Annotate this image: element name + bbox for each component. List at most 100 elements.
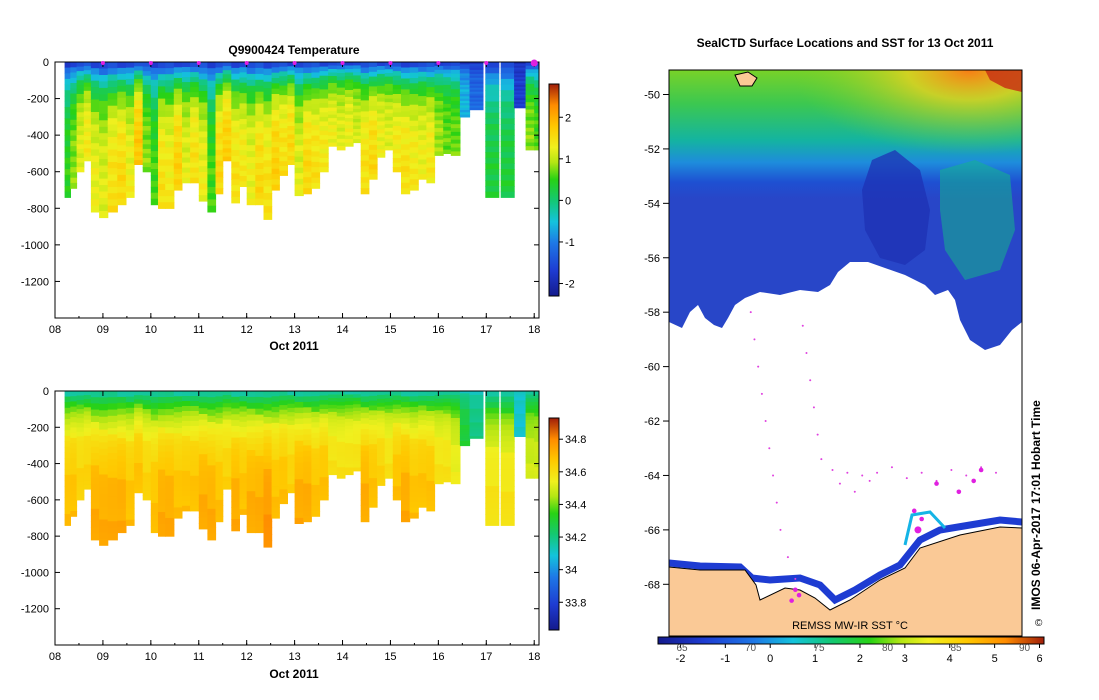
profile-cell <box>459 422 471 426</box>
profile-cell <box>90 446 100 454</box>
profile-cell <box>450 73 461 79</box>
profile-cell <box>336 412 346 417</box>
profile-cell <box>377 398 386 404</box>
profile-cell <box>459 100 471 104</box>
profile-cell <box>344 425 354 430</box>
location-point <box>956 489 962 495</box>
profile-cell <box>107 508 118 516</box>
profile-cell <box>222 131 232 137</box>
profile-cell <box>319 75 329 81</box>
profile-cell <box>392 75 402 81</box>
x-tick-label: 10 <box>145 651 157 663</box>
profile-cell <box>99 468 109 476</box>
profile-cell <box>443 138 452 143</box>
profile-cell <box>231 431 240 439</box>
profile-cell <box>142 66 152 72</box>
profile-cell <box>255 73 264 81</box>
profile-cell <box>344 404 354 409</box>
x-tick-label: 11 <box>193 324 204 336</box>
profile-cell <box>514 77 527 80</box>
profile-cell <box>401 144 411 151</box>
track-point <box>920 471 923 474</box>
profile-cell <box>99 461 109 469</box>
profile-cell <box>64 502 71 510</box>
profile-cell <box>215 450 224 457</box>
profile-cell <box>279 494 288 500</box>
profile-cell <box>125 135 135 142</box>
profile-cell <box>401 160 411 167</box>
profile-cell <box>469 89 484 93</box>
profile-cell <box>392 472 402 478</box>
sst-colorbar-tick-label: -2 <box>676 653 686 665</box>
profile-cell <box>173 449 183 456</box>
island <box>734 71 758 87</box>
profile-cell <box>294 106 304 113</box>
profile-cell <box>173 512 183 519</box>
profile-cell <box>287 467 296 472</box>
profile-cell <box>239 77 248 84</box>
profile-cell <box>469 402 484 406</box>
profile-cell <box>287 66 296 72</box>
profile-cell <box>150 432 159 439</box>
profile-cell <box>271 142 280 148</box>
profile-cell <box>76 413 85 419</box>
profile-cell <box>263 449 273 457</box>
profile-cell <box>64 458 71 465</box>
profile-cell <box>450 448 461 454</box>
profile-cell <box>239 93 248 99</box>
profile-cell <box>368 482 378 489</box>
profile-cell <box>469 81 484 85</box>
profile-cell <box>255 508 264 516</box>
profile-cell <box>311 495 321 502</box>
profile-cell <box>271 391 280 397</box>
profile-cell <box>246 391 256 398</box>
profile-cell <box>150 163 159 170</box>
profile-cell <box>311 140 321 147</box>
profile-cell <box>287 134 296 140</box>
profile-cell <box>222 484 232 490</box>
profile-cell <box>158 123 166 130</box>
profile-cell <box>246 91 256 99</box>
profile-cell <box>311 401 321 408</box>
profile-cell <box>150 396 159 404</box>
profile-cell <box>255 62 264 69</box>
profile-cell <box>99 487 109 495</box>
profile-cell <box>271 110 280 116</box>
profile-cell <box>450 65 461 71</box>
profile-cell <box>222 127 232 133</box>
profile-cell <box>198 119 208 127</box>
profile-cell <box>207 87 217 94</box>
profile-cell <box>418 144 427 151</box>
profile-cell <box>303 440 312 446</box>
profile-cell <box>198 148 208 156</box>
profile-cell <box>469 103 484 107</box>
profile-cell <box>469 99 484 103</box>
profile-cell <box>83 435 92 441</box>
profile-cell <box>401 396 411 403</box>
profile-cell <box>239 432 248 438</box>
profile-cell <box>434 475 444 481</box>
profile-cell <box>107 453 118 460</box>
profile-cell <box>134 471 144 477</box>
profile-cell <box>392 66 402 72</box>
profile-cell <box>459 425 471 428</box>
profile-cell <box>443 425 452 430</box>
profile-cell <box>64 78 71 86</box>
profile-cell <box>434 139 444 145</box>
profile-cell <box>319 66 329 72</box>
profile-cell <box>525 146 535 151</box>
profile-cell <box>70 505 78 512</box>
profile-cell <box>117 455 127 463</box>
profile-cell <box>165 433 175 440</box>
profile-cell <box>231 484 240 491</box>
profile-cell <box>99 87 109 95</box>
profile-cell <box>134 407 144 413</box>
profile-cell <box>485 140 500 148</box>
profile-cell <box>525 87 535 92</box>
profile-cell <box>239 181 248 187</box>
profile-cell <box>215 396 224 403</box>
profile-cell <box>328 132 338 137</box>
profile-cell <box>434 104 444 110</box>
x-tick-label: 12 <box>241 651 253 663</box>
